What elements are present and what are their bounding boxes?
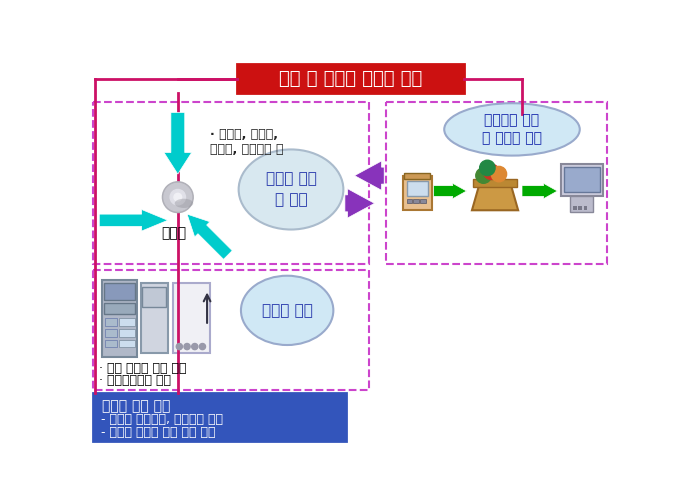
Ellipse shape: [175, 199, 193, 208]
Polygon shape: [164, 113, 192, 174]
Polygon shape: [434, 183, 466, 199]
Bar: [386, 103, 608, 264]
Text: - 국내외 지정현황, 사용기준 조사: - 국내외 지정현황, 사용기준 조사: [101, 413, 223, 426]
Text: 분석법 확립
및 검증: 분석법 확립 및 검증: [265, 171, 316, 207]
Bar: [173, 284, 210, 353]
Bar: [413, 199, 419, 202]
Bar: [106, 318, 117, 326]
Bar: [119, 318, 134, 326]
Circle shape: [162, 182, 193, 212]
Polygon shape: [100, 209, 168, 231]
Text: · 시료 전처리 조건 검토: · 시료 전처리 조건 검토: [100, 362, 187, 375]
Text: 국내외 자료 조사: 국내외 자료 조사: [102, 399, 170, 413]
Bar: [386, 103, 608, 264]
Bar: [473, 179, 517, 187]
Bar: [404, 173, 430, 179]
Bar: [104, 303, 136, 314]
Bar: [143, 287, 166, 307]
Bar: [584, 206, 587, 210]
Text: - 국내외 분석법 관련 자료 조사: - 국내외 분석법 관련 자료 조사: [101, 426, 216, 439]
Bar: [106, 340, 117, 347]
Bar: [93, 103, 369, 264]
Ellipse shape: [239, 149, 343, 229]
Bar: [119, 340, 134, 347]
Polygon shape: [522, 183, 557, 199]
Bar: [563, 167, 599, 192]
Bar: [93, 393, 346, 440]
Bar: [402, 176, 432, 210]
Text: · 기기분석조건 검토: · 기기분석조건 검토: [100, 374, 171, 387]
Circle shape: [199, 344, 205, 350]
Bar: [573, 206, 577, 210]
Circle shape: [176, 344, 183, 350]
Bar: [106, 329, 117, 337]
Bar: [561, 164, 603, 196]
Bar: [141, 284, 168, 353]
Ellipse shape: [241, 276, 333, 345]
Bar: [406, 199, 412, 202]
Bar: [420, 199, 426, 202]
Bar: [93, 103, 369, 264]
Bar: [104, 284, 136, 301]
Text: · 재현성, 회수율,
직선성, 정량한계 등: · 재현성, 회수율, 직선성, 정량한계 등: [210, 128, 284, 156]
Bar: [569, 196, 593, 212]
Bar: [237, 64, 464, 93]
Bar: [93, 271, 369, 390]
Ellipse shape: [444, 103, 580, 156]
Circle shape: [192, 344, 198, 350]
Text: 분석법 검토: 분석법 검토: [262, 303, 312, 318]
Bar: [119, 329, 134, 337]
Circle shape: [491, 166, 507, 182]
Bar: [406, 181, 428, 196]
Circle shape: [484, 164, 499, 179]
Circle shape: [164, 183, 192, 211]
Circle shape: [170, 189, 186, 205]
Text: 국내유통 식품
중 함유량 조사: 국내유통 식품 중 함유량 조사: [482, 113, 542, 146]
Text: 식품 중 카르민 분석법 확립: 식품 중 카르민 분석법 확립: [279, 70, 422, 88]
Text: 최적화: 최적화: [162, 226, 187, 240]
Polygon shape: [472, 183, 518, 210]
Circle shape: [479, 160, 495, 176]
Bar: [578, 206, 582, 210]
Bar: [93, 271, 369, 390]
Polygon shape: [355, 161, 384, 190]
Polygon shape: [187, 214, 233, 260]
Bar: [102, 280, 137, 357]
Circle shape: [476, 168, 491, 183]
Circle shape: [174, 193, 181, 201]
Polygon shape: [345, 189, 374, 218]
Circle shape: [184, 344, 190, 350]
